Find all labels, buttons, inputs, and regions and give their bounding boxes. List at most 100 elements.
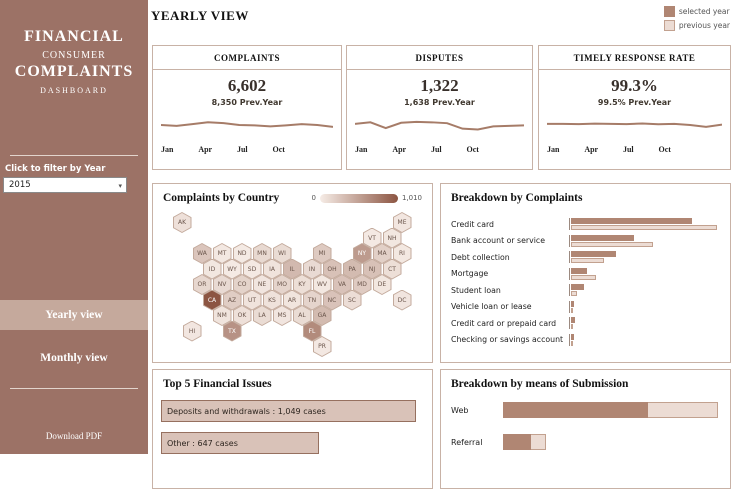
kpi-title: TIMELY RESPONSE RATE [539,46,730,70]
month-tick: Jul [236,145,248,154]
issue-bar[interactable]: Other : 647 cases [161,432,319,454]
state-hex-ri[interactable]: RI [392,243,412,264]
submission-bar-selected[interactable] [503,434,532,450]
breakdown-bar-selected[interactable] [571,234,634,241]
state-hex-al[interactable]: AL [292,305,312,326]
breakdown-bar-previous[interactable] [571,225,718,231]
breakdown-row: Checking or savings account [451,332,720,349]
state-hex-id[interactable]: ID [202,258,222,280]
state-hex-me[interactable]: ME [392,212,412,233]
state-hex-in[interactable]: IN [302,258,322,280]
state-abbr-label: WV [313,275,331,294]
state-hex-nc[interactable]: NC [322,289,342,311]
breakdown-bar-previous[interactable] [571,274,597,280]
state-abbr-label: VT [363,228,381,248]
previous-year-label: previous year [678,21,730,30]
yearly-view-button[interactable]: Yearly view [0,300,148,330]
state-hex-va[interactable]: VA [332,274,352,295]
year-filter-dropdown[interactable]: 2015 ▾ [3,177,127,193]
state-hex-pr[interactable]: PR [312,336,332,357]
state-hex-az[interactable]: AZ [222,289,242,311]
breakdown-bar-group [569,317,720,330]
state-hex-il[interactable]: IL [282,258,302,280]
state-hex-nm[interactable]: NM [212,305,232,326]
download-pdf-button[interactable]: Download PDF [45,431,103,441]
state-abbr-label: WY [223,259,241,279]
state-hex-sc[interactable]: SC [342,289,362,311]
state-hex-pa[interactable]: PA [342,258,362,280]
state-hex-tn[interactable]: TN [302,289,322,311]
state-hex-ct[interactable]: CT [382,258,402,280]
breakdown-bar-selected[interactable] [571,284,585,291]
state-hex-la[interactable]: LA [252,305,272,326]
state-hex-mo[interactable]: MO [272,274,292,295]
state-hex-hi[interactable]: HI [182,320,202,342]
state-hex-nj[interactable]: NJ [362,258,382,280]
submission-bar-group [503,434,720,450]
state-hex-ok[interactable]: OK [232,305,252,326]
state-hex-nv[interactable]: NV [212,274,232,295]
state-hex-wa[interactable]: WA [192,243,212,264]
breakdown-bar-previous[interactable] [571,291,577,297]
complaints-breakdown-chart: Credit card Bank account or service Debt c… [441,216,730,348]
state-hex-tx[interactable]: TX [222,320,242,342]
state-abbr-label: ND [233,244,251,263]
state-hex-ak[interactable]: AK [172,212,192,233]
state-hex-ky[interactable]: KY [292,274,312,295]
state-hex-nh[interactable]: NH [382,227,402,249]
sidebar-divider-bottom [10,388,138,389]
state-hex-sd[interactable]: SD [242,258,262,280]
state-abbr-label: NJ [363,259,381,279]
state-abbr-label: NM [213,306,231,325]
state-hex-ut[interactable]: UT [242,289,262,311]
breakdown-bar-selected[interactable] [571,267,588,274]
state-hex-or[interactable]: OR [192,274,212,295]
state-hex-mt[interactable]: MT [212,243,232,264]
state-hex-de[interactable]: DE [372,274,392,295]
legend-item-selected-year[interactable]: selected year [663,6,730,17]
submission-row: Web [451,402,720,418]
issue-bar[interactable]: Deposits and withdrawals : 1,049 cases [161,400,417,422]
state-hex-ca[interactable]: CA [202,289,222,311]
state-hex-co[interactable]: CO [232,274,252,295]
state-hex-ny[interactable]: NY [352,243,372,264]
state-hex-wv[interactable]: WV [312,274,332,295]
us-hex-tile-map: AK ME VT NH WA MT ND MN WI MI NY MA RI ID WY SD IA IL IN OH… [172,212,413,358]
breakdown-bar-selected[interactable] [571,300,574,307]
breakdown-bar-selected[interactable] [571,333,574,340]
state-hex-oh[interactable]: OH [322,258,342,280]
state-hex-dc[interactable]: DC [392,289,412,311]
kpi-title: DISPUTES [347,46,532,70]
state-hex-md[interactable]: MD [352,274,372,295]
breakdown-bar-selected[interactable] [571,251,616,258]
sidebar: FINANCIAL CONSUMER COMPLAINTS DASHBOARD … [0,0,148,454]
legend-item-previous-year[interactable]: previous year [663,20,730,31]
state-hex-mn[interactable]: MN [252,243,272,264]
breakdown-bar-selected[interactable] [571,218,692,225]
state-hex-ga[interactable]: GA [312,305,332,326]
state-hex-fl[interactable]: FL [302,320,322,342]
state-hex-ma[interactable]: MA [372,243,392,264]
state-hex-ar[interactable]: AR [282,289,302,311]
state-hex-wi[interactable]: WI [272,243,292,264]
kpi-value: 99.3% [611,76,658,95]
state-hex-mi[interactable]: MI [312,243,332,264]
state-hex-nd[interactable]: ND [232,243,252,264]
state-abbr-label: MD [353,275,371,294]
state-hex-ms[interactable]: MS [272,305,292,326]
state-hex-ne[interactable]: NE [252,274,272,295]
breakdown-bar-previous[interactable] [571,340,573,346]
state-hex-ks[interactable]: KS [262,289,282,311]
breakdown-bar-previous[interactable] [571,324,573,330]
breakdown-bar-previous[interactable] [571,258,604,264]
submission-bar-selected[interactable] [503,402,649,418]
submission-chart: Web Referral [441,402,730,450]
state-abbr-label: OK [233,306,251,325]
state-hex-ia[interactable]: IA [262,258,282,280]
breakdown-bar-previous[interactable] [571,307,573,313]
state-hex-vt[interactable]: VT [362,227,382,249]
monthly-view-button[interactable]: Monthly view [40,352,108,364]
breakdown-bar-selected[interactable] [571,317,575,324]
state-hex-wy[interactable]: WY [222,258,242,280]
breakdown-bar-previous[interactable] [571,241,653,247]
